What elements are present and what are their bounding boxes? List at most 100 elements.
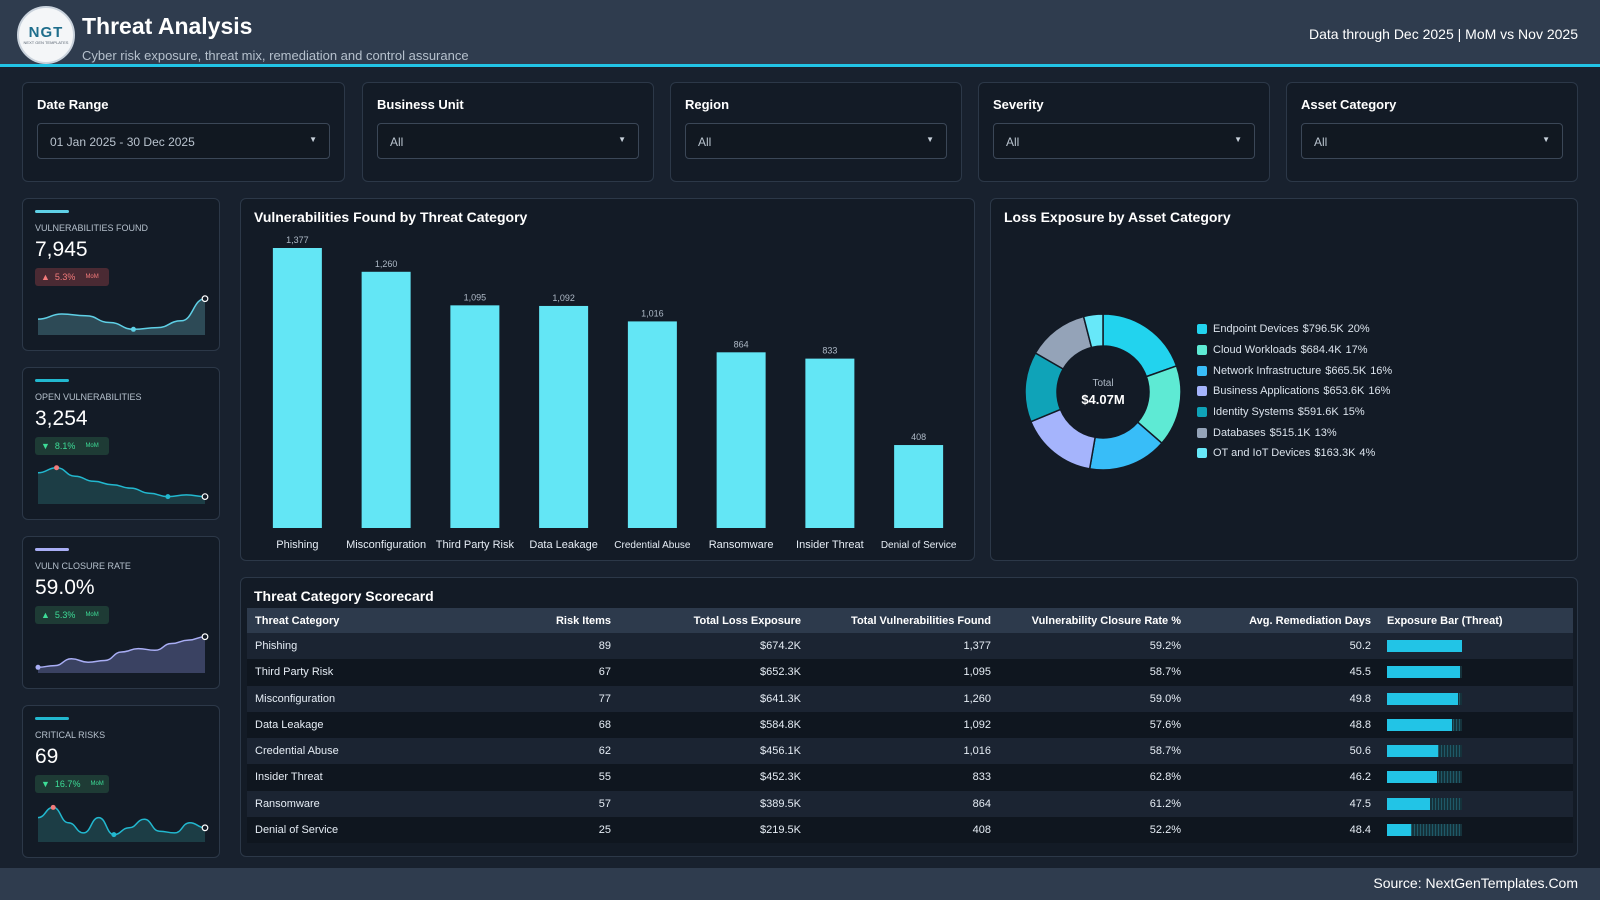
bar[interactable] (539, 305, 589, 528)
sparkline-area (38, 298, 205, 335)
legend-percent: 20% (1347, 323, 1370, 336)
business-unit-select[interactable]: All ▼ (377, 123, 639, 159)
legend-label: Endpoint Devices (1213, 323, 1299, 336)
scorecard-table: Threat Category Risk Items Total Loss Ex… (247, 608, 1573, 843)
kpi-change-value: 5.3% (54, 610, 76, 620)
donut-slice[interactable] (1102, 313, 1178, 378)
filter-label: Asset Category (1301, 97, 1397, 112)
exposure-bar-fill (1387, 771, 1438, 784)
bar[interactable] (627, 321, 677, 528)
bar[interactable] (716, 352, 766, 528)
column-header: Vulnerability Closure Rate % (999, 608, 1189, 633)
category-cell: Phishing (247, 633, 482, 660)
sparkline-min-marker (165, 494, 171, 500)
donut-chart: Total $4.07M (1024, 313, 1182, 471)
vulnerabilities-cell: 1,092 (809, 711, 999, 738)
bar[interactable] (272, 248, 322, 528)
date-range-select[interactable]: 01 Jan 2025 - 30 Dec 2025 ▼ (37, 123, 330, 159)
kpi-label: VULN CLOSURE RATE (35, 561, 131, 571)
kpi-compare-label: MoM (85, 612, 99, 618)
vulnerabilities-cell: 408 (809, 816, 999, 843)
scorecard-title: Threat Category Scorecard (254, 588, 434, 604)
risk-items-cell: 25 (482, 816, 619, 843)
legend-label: Network Infrastructure (1213, 364, 1322, 377)
vulnerabilities-cell: 1,260 (809, 685, 999, 712)
kpi-sparkline (37, 804, 209, 842)
legend-label: Business Applications (1213, 385, 1320, 398)
sparkline-end-marker (201, 493, 209, 500)
kpi-sparkline (37, 465, 209, 504)
kpi-compare-label: MoM (85, 443, 99, 449)
kpi-accent-bar (35, 717, 69, 720)
kpi-card-open-vulnerabilities: OPEN VULNERABILITIES 3,254 ▼ 8.1% MoM (22, 367, 220, 520)
sparkline-max-marker (54, 465, 60, 471)
filter-business-unit: Business Unit All ▼ (362, 82, 654, 182)
asset-category-select[interactable]: All ▼ (1301, 123, 1563, 159)
filter-region: Region All ▼ (670, 82, 962, 182)
severity-select[interactable]: All ▼ (993, 123, 1255, 159)
bar[interactable] (894, 445, 944, 528)
exposure-bar-cell (1379, 764, 1573, 791)
exposure-bar-track (1387, 640, 1462, 653)
sparkline-max-marker (50, 804, 56, 810)
legend-percent: 13% (1314, 426, 1337, 439)
column-header: Total Vulnerabilities Found (809, 608, 999, 633)
legend-item[interactable]: OT and IoT Devices $163.3K 4% (1197, 443, 1392, 464)
closure-rate-cell: 62.8% (999, 764, 1189, 791)
trend-down-icon: ▼ (41, 779, 50, 789)
column-header: Avg. Remediation Days (1189, 608, 1379, 633)
table-row: Third Party Risk 67 $652.3K 1,095 58.7% 45.5 (247, 659, 1573, 686)
sparkline-line (37, 635, 206, 669)
loss-exposure-cell: $456.1K (619, 738, 809, 765)
legend-item[interactable]: Endpoint Devices $796.5K 20% (1197, 319, 1392, 340)
sparkline-end-marker (201, 824, 209, 832)
exposure-bar-cell (1379, 738, 1573, 765)
closure-rate-cell: 59.2% (999, 633, 1189, 660)
legend-item[interactable]: Identity Systems $591.6K 15% (1197, 402, 1392, 423)
vulnerabilities-cell: 1,377 (809, 633, 999, 660)
exposure-bar-fill (1387, 823, 1412, 836)
legend-item[interactable]: Databases $515.1K 13% (1197, 422, 1392, 443)
exposure-bar-track (1387, 745, 1462, 758)
kpi-change-badge: ▼ 16.7% MoM (35, 775, 109, 793)
logo-text: NGT (28, 23, 64, 41)
legend-item[interactable]: Cloud Workloads $684.4K 17% (1197, 340, 1392, 361)
column-header: Risk Items (482, 608, 619, 633)
bar-category-label: Ransomware (709, 539, 774, 551)
legend-label: Cloud Workloads (1213, 344, 1297, 357)
legend-item[interactable]: Network Infrastructure $665.5K 16% (1197, 360, 1392, 381)
donut-slice[interactable] (1082, 313, 1104, 349)
kpi-change-value: 5.3% (54, 272, 76, 282)
remediation-days-cell: 47.5 (1189, 790, 1379, 817)
bar[interactable] (361, 271, 411, 528)
risk-items-cell: 57 (482, 790, 619, 817)
exposure-bar-fill (1387, 745, 1438, 758)
region-select[interactable]: All ▼ (685, 123, 947, 159)
remediation-days-cell: 48.8 (1189, 711, 1379, 738)
table-row: Data Leakage 68 $584.8K 1,092 57.6% 48.8 (247, 711, 1573, 738)
sparkline-line (37, 297, 206, 331)
bar[interactable] (450, 305, 500, 528)
exposure-bar-track (1387, 771, 1462, 784)
closure-rate-cell: 59.0% (999, 685, 1189, 712)
bar[interactable] (805, 358, 855, 528)
bar-chart-panel: Vulnerabilities Found by Threat Category… (240, 198, 975, 561)
header: NGT NEXT GEN TEMPLATES Threat Analysis C… (0, 0, 1600, 67)
kpi-label: OPEN VULNERABILITIES (35, 392, 142, 402)
sparkline-end-marker (201, 633, 209, 641)
kpi-value: 69 (35, 745, 59, 768)
data-period-note: Data through Dec 2025 | MoM vs Nov 2025 (1308, 26, 1578, 42)
vulnerabilities-cell: 864 (809, 790, 999, 817)
loss-exposure-cell: $452.3K (619, 764, 809, 791)
kpi-accent-bar (35, 548, 69, 551)
legend-item[interactable]: Business Applications $653.6K 16% (1197, 381, 1392, 402)
filter-label: Region (685, 97, 730, 112)
kpi-change-badge: ▼ 8.1% MoM (35, 437, 109, 455)
kpi-change-value: 8.1% (54, 441, 76, 451)
vulnerabilities-cell: 833 (809, 764, 999, 791)
bar-category-label: Denial of Service (881, 540, 957, 551)
chevron-down-icon: ▼ (618, 135, 626, 144)
table-row: Insider Threat 55 $452.3K 833 62.8% 46.2 (247, 764, 1573, 791)
bar-value-label: 1,377 (286, 235, 309, 245)
donut-chart-panel: Loss Exposure by Asset Category Total $4.… (990, 198, 1578, 561)
